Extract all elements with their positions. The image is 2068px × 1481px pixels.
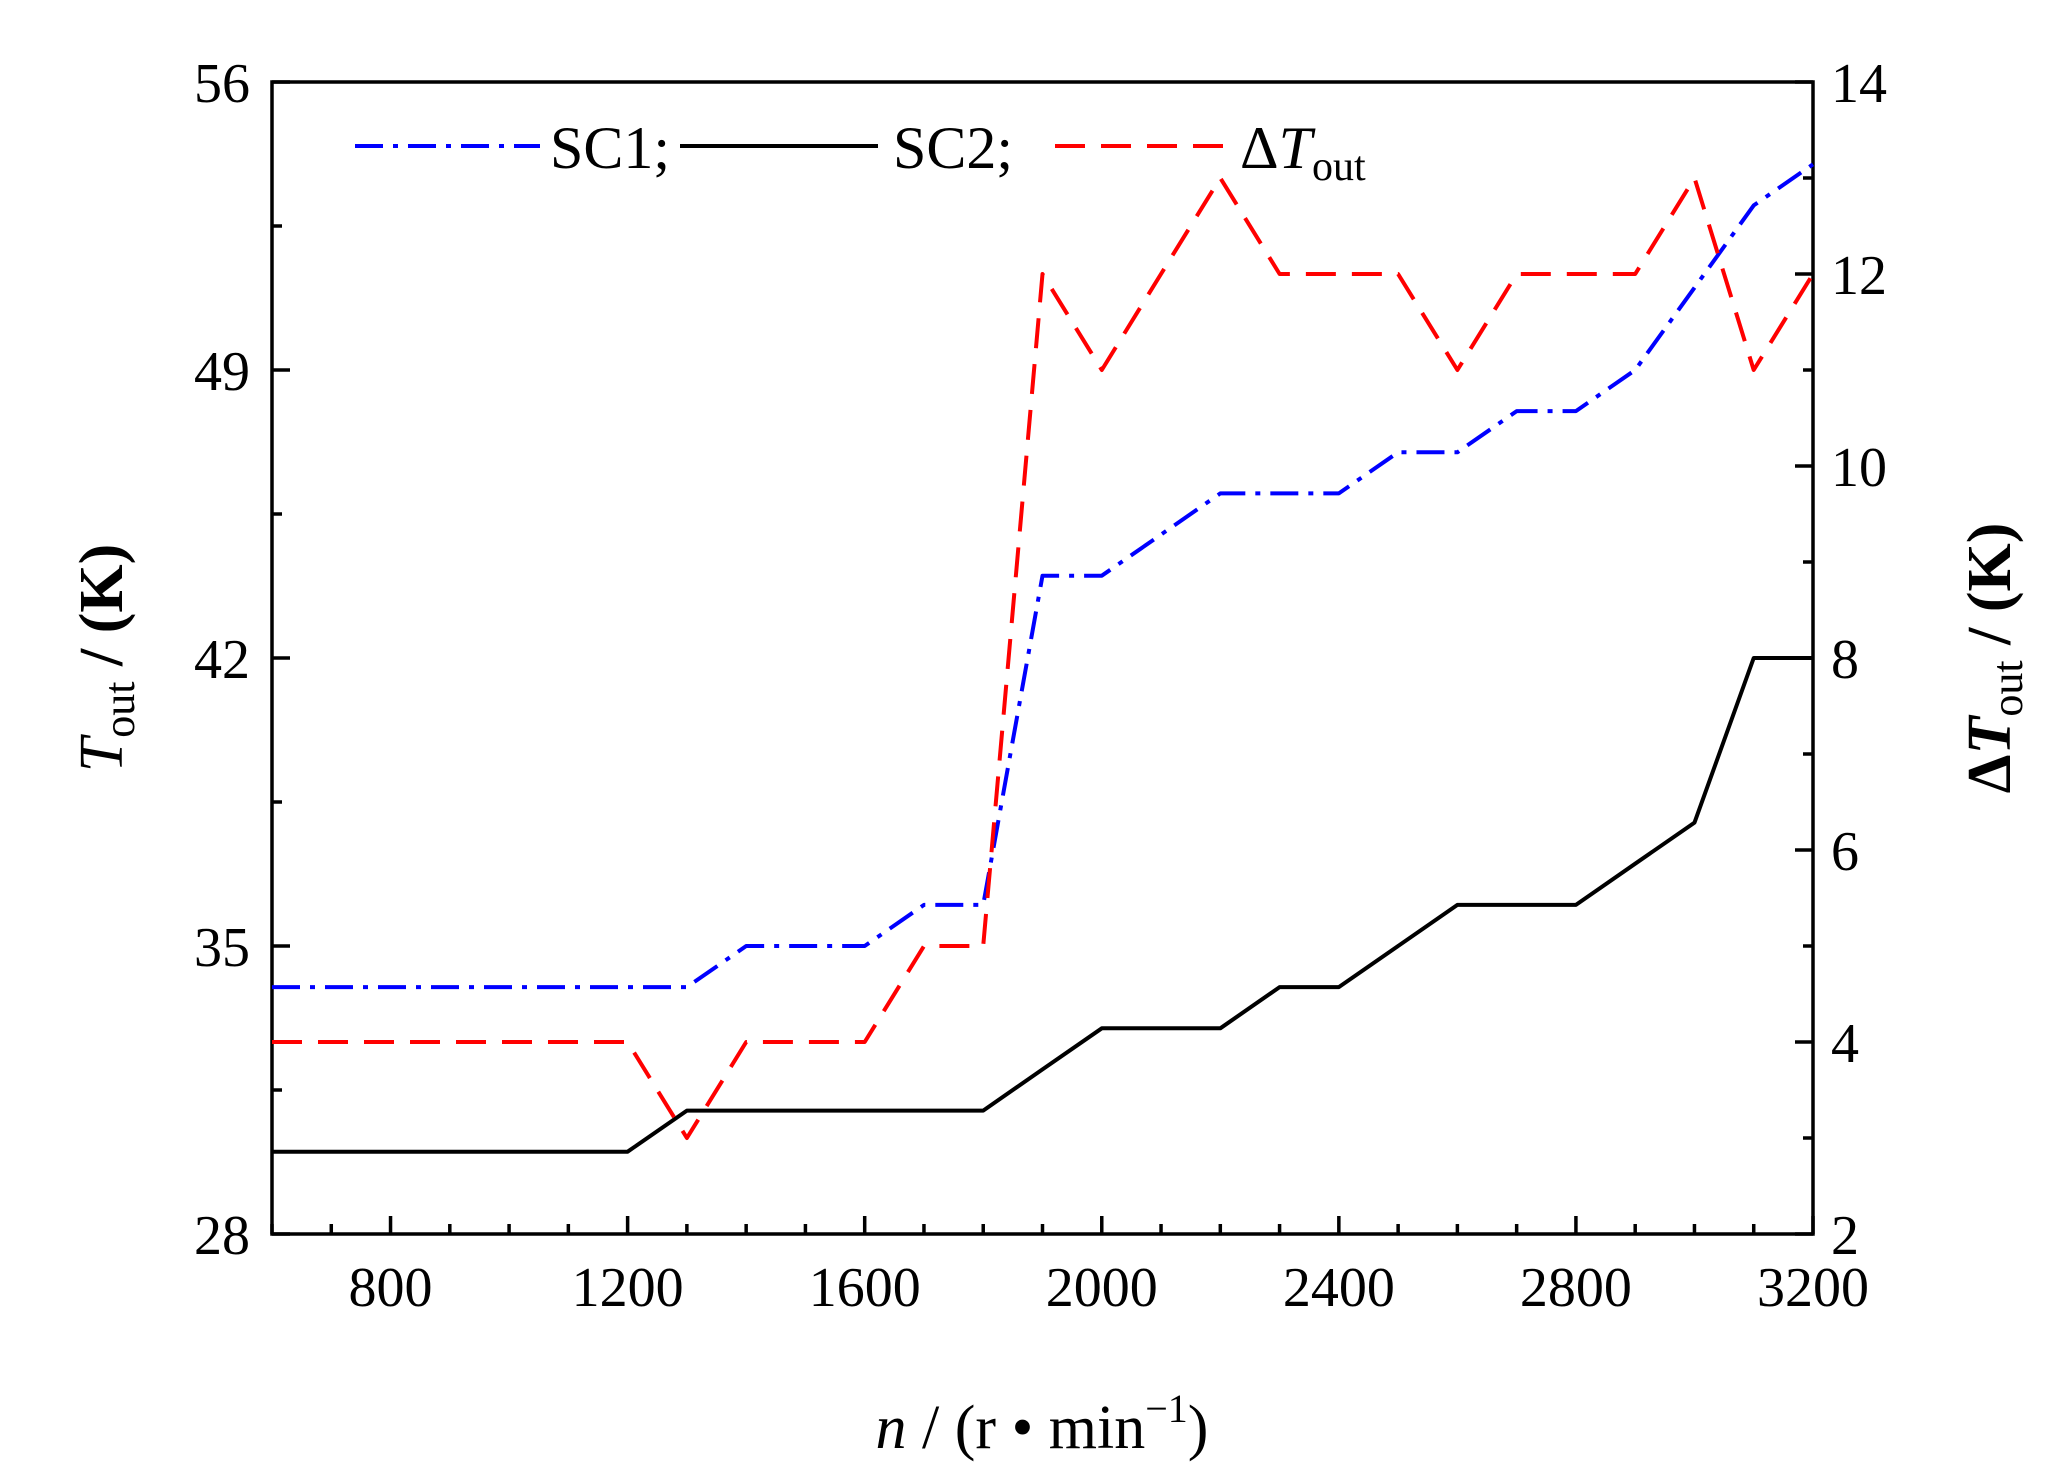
y-right-tick-label: 10 — [1831, 437, 1887, 499]
tick-labels: 800 1200 1600 2000 2400 2800 3200 28 35 42 49 56 2 4 6… — [194, 53, 1887, 1319]
x-tick-label: 1200 — [572, 1257, 684, 1319]
y-left-tick-label: 35 — [194, 917, 250, 979]
x-tick-label: 1600 — [809, 1257, 921, 1319]
plot-frame — [270, 80, 1815, 1236]
x-axis-title: n / (r • min−1) — [876, 1386, 1209, 1462]
x-tick-label: 800 — [349, 1257, 433, 1319]
series-dtout-line — [272, 176, 1815, 1140]
y-right-tick-label: 14 — [1831, 53, 1887, 115]
y-right-tick-label: 2 — [1831, 1205, 1859, 1267]
y-left-tick-label: 28 — [194, 1205, 250, 1267]
y-axis-left-title: Tout / (K) — [68, 544, 144, 772]
y-right-tick-label: 6 — [1831, 821, 1859, 883]
y-left-tick-label: 56 — [194, 53, 250, 115]
series-layer — [272, 162, 1815, 1154]
x-tick-label: 3200 — [1757, 1257, 1869, 1319]
legend-label-sc2: SC2; — [893, 115, 1013, 181]
y-left-tick-label: 42 — [194, 629, 250, 691]
legend: SC1; SC2; ΔTout — [355, 115, 1366, 190]
legend-label-sc1: SC1; — [550, 115, 670, 181]
y-right-tick-label: 4 — [1831, 1013, 1859, 1075]
series-sc2-line — [272, 656, 1813, 1154]
x-tick-label: 2800 — [1520, 1257, 1632, 1319]
y-left-tick-label: 49 — [194, 341, 250, 403]
series-sc1-line — [272, 162, 1815, 990]
x-tick-label: 2400 — [1283, 1257, 1395, 1319]
legend-label-dtout: ΔTout — [1240, 115, 1366, 190]
y-axis-right-title: ΔTout / (K) — [1956, 523, 2032, 794]
tick-marks — [270, 80, 1815, 1236]
y-right-tick-label: 8 — [1831, 629, 1859, 691]
y-right-tick-label: 12 — [1831, 245, 1887, 307]
x-tick-label: 2000 — [1046, 1257, 1158, 1319]
